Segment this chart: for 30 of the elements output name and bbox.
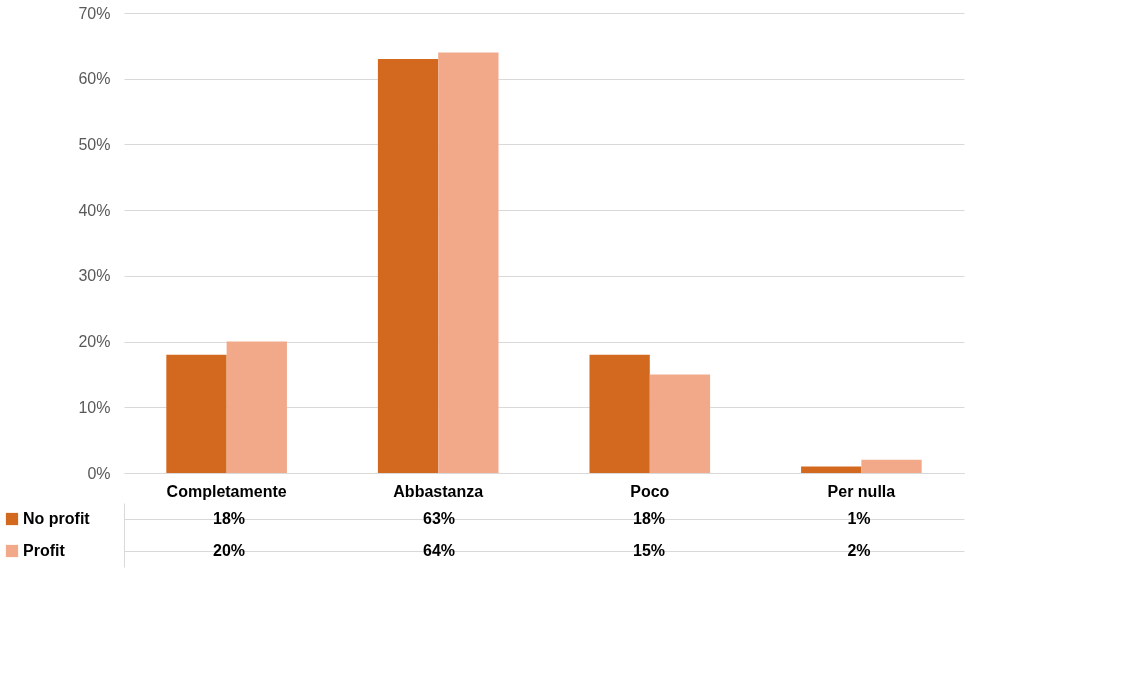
x-tick-label: Completamente [166,482,287,500]
y-tick-label: 20% [78,333,111,351]
data-label: 18% [212,510,246,527]
bar [226,341,287,473]
bar [166,354,227,473]
y-tick-label: 60% [78,70,111,88]
x-tick-label: Abbastanza [393,482,484,500]
data-label: 64% [422,542,456,559]
y-tick-label: 50% [78,135,111,153]
data-label: 15% [632,542,666,559]
bar [649,374,711,473]
x-tick-label: Poco [630,482,670,500]
bar [861,459,922,473]
y-tick-label: 70% [78,4,111,22]
data-label: 20% [212,542,246,559]
legend-label: No profit [23,510,91,527]
bar [801,466,862,473]
bar [589,354,650,473]
bar [438,52,499,473]
legend-label: Profit [23,542,66,559]
bar [377,59,439,473]
data-label: 18% [632,510,666,527]
data-label: 63% [422,510,456,527]
x-tick-label: Per nulla [827,482,896,500]
y-tick-label: 10% [78,398,111,416]
y-tick-label: 40% [78,201,111,219]
data-label: 2% [847,542,871,559]
y-tick-label: 30% [78,267,111,285]
data-label: 1% [847,510,871,527]
y-tick-label: 0% [87,464,111,482]
